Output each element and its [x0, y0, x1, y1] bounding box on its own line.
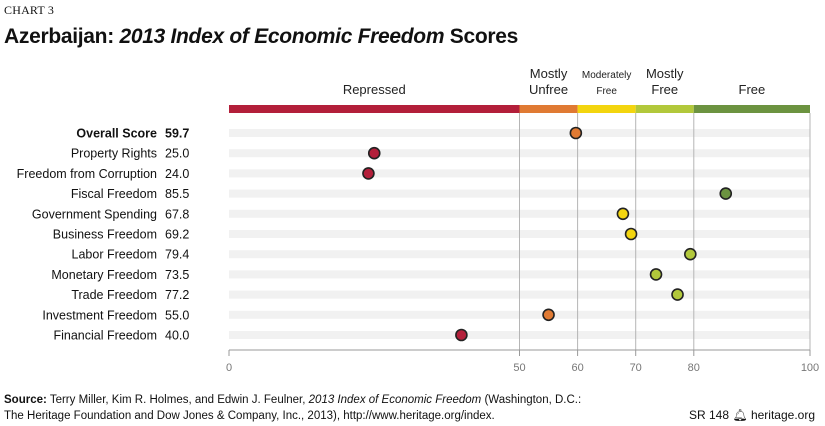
chart-title: Azerbaijan: 2013 Index of Economic Freed… — [4, 25, 518, 48]
data-point — [367, 146, 381, 160]
category-label: Monetary Freedom — [51, 268, 157, 282]
band-label: Mostly — [646, 66, 684, 81]
band-label: Mostly — [530, 66, 568, 81]
x-tick-label: 100 — [801, 362, 819, 374]
value-label: 55.0 — [165, 308, 189, 322]
category-label: Business Freedom — [53, 228, 157, 242]
band-label: Unfree — [529, 82, 568, 97]
data-point — [624, 227, 638, 241]
value-label: 79.4 — [165, 248, 189, 262]
report-code: SR 148 🔔︎ heritage.org — [689, 408, 815, 422]
category-label: Fiscal Freedom — [71, 187, 157, 201]
source-note: Source: Terry Miller, Kim R. Holmes, and… — [4, 394, 582, 422]
category-label: Freedom from Corruption — [17, 167, 157, 181]
data-point — [542, 308, 555, 322]
value-label: 59.7 — [165, 127, 189, 141]
x-tick-label: 70 — [630, 362, 642, 374]
data-point — [649, 268, 663, 281]
category-label: Trade Freedom — [71, 288, 157, 302]
band-mostly-unfree — [519, 105, 578, 113]
data-point — [719, 187, 733, 200]
value-label: 25.0 — [165, 147, 189, 161]
x-tick-label: 80 — [688, 362, 700, 374]
category-label: Property Rights — [71, 147, 157, 161]
x-tick-label: 60 — [571, 362, 583, 374]
category-label: Overall Score — [76, 127, 157, 141]
band-label: Free — [596, 86, 617, 97]
bell-icon: 🔔︎ — [732, 408, 748, 422]
data-point — [616, 207, 630, 221]
band-label: Free — [739, 82, 766, 97]
band-label: Free — [651, 82, 678, 97]
band-repressed — [229, 105, 520, 113]
data-point — [455, 328, 468, 342]
value-label: 40.0 — [165, 329, 189, 343]
category-label: Government Spending — [32, 207, 157, 221]
data-point — [569, 126, 583, 140]
value-label: 73.5 — [165, 268, 189, 282]
data-point — [684, 247, 697, 261]
category-label: Labor Freedom — [72, 248, 157, 262]
x-tick-label: 0 — [226, 362, 232, 374]
data-point — [671, 288, 684, 301]
chart-label: CHART 3 — [4, 3, 55, 17]
value-label: 77.2 — [165, 288, 189, 302]
band-label: Repressed — [343, 82, 406, 97]
band-free — [693, 105, 810, 113]
category-label: Financial Freedom — [53, 329, 157, 343]
value-label: 85.5 — [165, 187, 189, 201]
value-label: 69.2 — [165, 228, 189, 242]
value-label: 67.8 — [165, 207, 189, 221]
x-tick-label: 50 — [513, 362, 525, 374]
band-moderately-free — [577, 105, 636, 113]
category-label: Investment Freedom — [42, 308, 157, 322]
band-mostly-free — [635, 105, 694, 113]
data-point — [362, 167, 375, 180]
band-label: Moderately — [582, 70, 631, 81]
value-label: 24.0 — [165, 167, 189, 181]
